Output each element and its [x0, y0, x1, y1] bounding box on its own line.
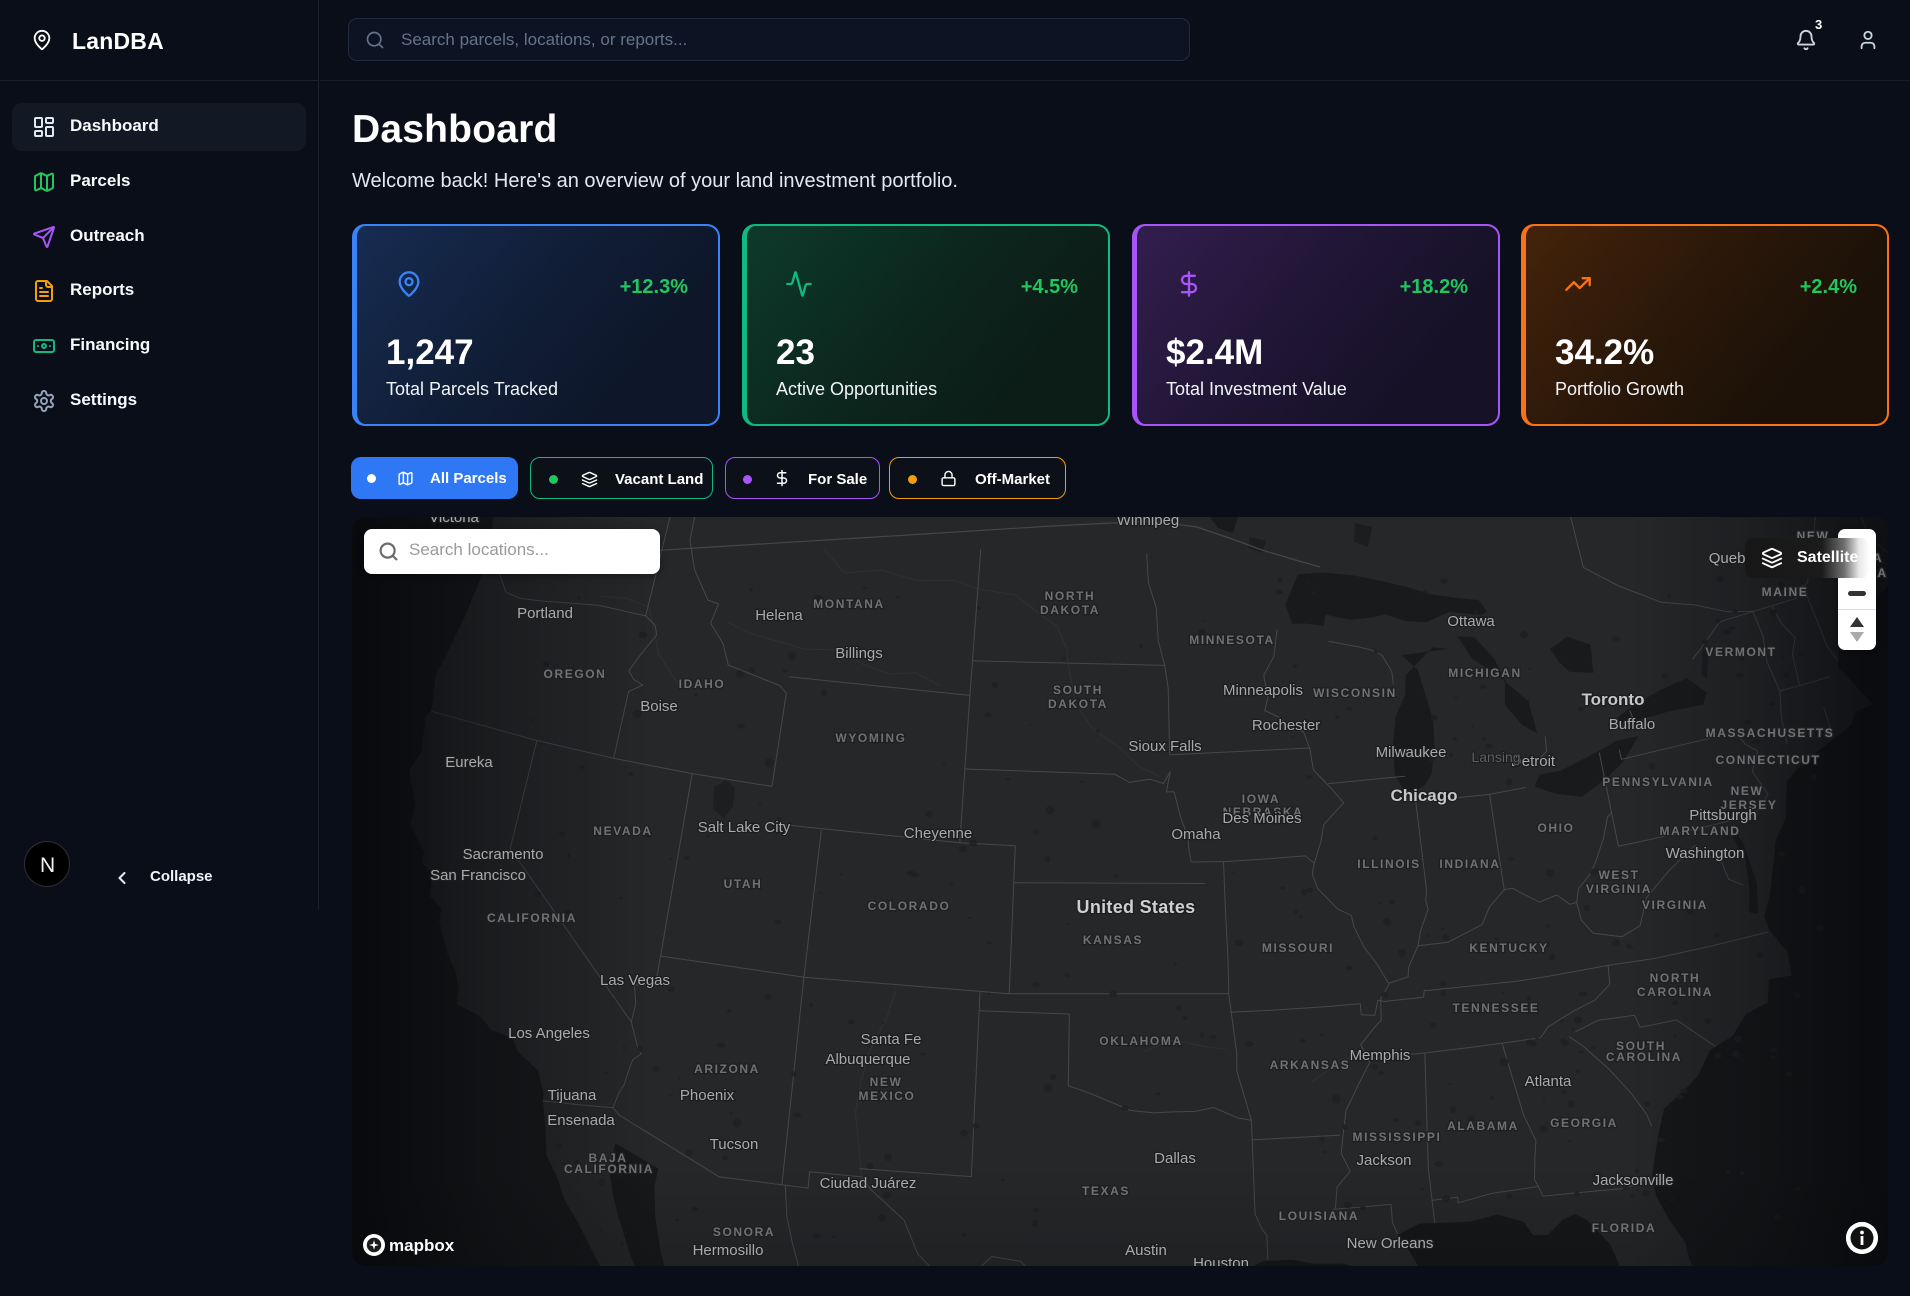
svg-text:GEORGIA: GEORGIA — [1550, 1116, 1618, 1130]
svg-text:MASSACHUSETTS: MASSACHUSETTS — [1706, 726, 1835, 740]
svg-text:MONTANA: MONTANA — [813, 597, 885, 611]
svg-text:Des Moines: Des Moines — [1222, 810, 1301, 827]
svg-text:Boise: Boise — [640, 698, 678, 715]
svg-text:CAROLINA: CAROLINA — [1637, 985, 1713, 999]
svg-text:IDAHO: IDAHO — [679, 677, 726, 691]
svg-text:COLORADO: COLORADO — [868, 899, 951, 913]
svg-text:Winnipeg: Winnipeg — [1117, 517, 1180, 529]
svg-text:INDIANA: INDIANA — [1439, 857, 1500, 871]
svg-text:Victoria: Victoria — [429, 517, 479, 526]
svg-text:MISSOURI: MISSOURI — [1262, 941, 1334, 955]
svg-text:CALIFORNIA: CALIFORNIA — [564, 1162, 654, 1176]
svg-text:VIRGINIA: VIRGINIA — [1642, 898, 1708, 912]
svg-text:Los Angeles: Los Angeles — [508, 1025, 590, 1042]
svg-text:Salt Lake City: Salt Lake City — [698, 819, 791, 836]
svg-text:ARKANSAS: ARKANSAS — [1270, 1058, 1351, 1072]
svg-text:Ottawa: Ottawa — [1447, 613, 1495, 630]
svg-text:Tijuana: Tijuana — [548, 1087, 597, 1104]
svg-text:LOUISIANA: LOUISIANA — [1279, 1209, 1359, 1223]
svg-text:SOUTH: SOUTH — [1616, 1039, 1666, 1053]
svg-text:BAJA: BAJA — [588, 1151, 627, 1165]
svg-text:Austin: Austin — [1125, 1242, 1167, 1259]
svg-text:Memphis: Memphis — [1350, 1047, 1411, 1064]
svg-text:A: A — [1873, 551, 1883, 565]
svg-text:Buffalo: Buffalo — [1609, 716, 1655, 733]
svg-text:CONNECTICUT: CONNECTICUT — [1716, 753, 1821, 767]
svg-text:MAINE: MAINE — [1762, 585, 1809, 599]
svg-text:IOWA: IOWA — [1242, 792, 1280, 806]
svg-text:WEST: WEST — [1598, 868, 1639, 882]
svg-text:NORTH: NORTH — [1650, 971, 1701, 985]
svg-text:NORTH: NORTH — [1045, 589, 1096, 603]
svg-text:MARYLAND: MARYLAND — [1659, 824, 1740, 838]
svg-text:Tucson: Tucson — [710, 1136, 759, 1153]
svg-text:JERSEY: JERSEY — [1721, 798, 1778, 812]
svg-text:Sacramento: Sacramento — [463, 846, 544, 863]
svg-text:CAROLINA: CAROLINA — [1606, 1050, 1682, 1064]
svg-text:Ciudad Juárez: Ciudad Juárez — [820, 1175, 917, 1192]
svg-text:ILLINOIS: ILLINOIS — [1357, 857, 1420, 871]
svg-text:TENNESSEE: TENNESSEE — [1452, 1001, 1539, 1015]
svg-text:Dallas: Dallas — [1154, 1150, 1196, 1167]
svg-text:CALIFORNIA: CALIFORNIA — [487, 911, 577, 925]
svg-text:VERMONT: VERMONT — [1705, 645, 1776, 659]
svg-text:VIRGINIA: VIRGINIA — [1586, 882, 1652, 896]
svg-text:MICHIGAN: MICHIGAN — [1448, 666, 1521, 680]
svg-text:Lansing: Lansing — [1471, 749, 1520, 765]
svg-text:Washington: Washington — [1666, 845, 1745, 862]
svg-text:Phoenix: Phoenix — [680, 1087, 735, 1104]
svg-text:Detroit: Detroit — [1511, 753, 1556, 770]
svg-text:New Orleans: New Orleans — [1347, 1235, 1434, 1252]
svg-text:Las Vegas: Las Vegas — [600, 972, 670, 989]
svg-text:OHIO: OHIO — [1537, 821, 1574, 835]
svg-text:Milwaukee: Milwaukee — [1376, 744, 1447, 761]
svg-text:NEW: NEW — [1731, 784, 1764, 798]
svg-text:Portland: Portland — [517, 605, 573, 622]
svg-text:SOUTH: SOUTH — [1053, 683, 1103, 697]
svg-text:UTAH: UTAH — [724, 877, 763, 891]
svg-text:WISCONSIN: WISCONSIN — [1313, 686, 1397, 700]
svg-text:PENNSYLVANIA: PENNSYLVANIA — [1602, 775, 1713, 789]
svg-text:KENTUCKY: KENTUCKY — [1469, 941, 1548, 955]
svg-text:OKLAHOMA: OKLAHOMA — [1099, 1034, 1182, 1048]
svg-text:ALABAMA: ALABAMA — [1447, 1119, 1519, 1133]
svg-text:mapbox: mapbox — [389, 1236, 455, 1255]
svg-text:Eureka: Eureka — [445, 754, 493, 771]
svg-text:Omaha: Omaha — [1171, 826, 1221, 843]
svg-text:MINNESOTA: MINNESOTA — [1189, 633, 1275, 647]
svg-text:Jackson: Jackson — [1356, 1152, 1411, 1169]
svg-text:ARIZONA: ARIZONA — [694, 1062, 760, 1076]
svg-text:San Francisco: San Francisco — [430, 867, 526, 884]
svg-text:Billings: Billings — [835, 645, 883, 662]
svg-text:Jacksonville: Jacksonville — [1593, 1172, 1674, 1189]
svg-text:NEBRASKA: NEBRASKA — [1223, 805, 1304, 819]
svg-text:Santa Fe: Santa Fe — [861, 1031, 922, 1048]
svg-text:Ensenada: Ensenada — [547, 1112, 615, 1129]
svg-text:OREGON: OREGON — [544, 667, 607, 681]
svg-text:Helena: Helena — [755, 607, 803, 624]
svg-text:United States: United States — [1077, 897, 1196, 917]
svg-text:NEVADA: NEVADA — [593, 824, 652, 838]
svg-text:Sioux Falls: Sioux Falls — [1128, 738, 1201, 755]
svg-text:KANSAS: KANSAS — [1083, 933, 1143, 947]
svg-text:Minneapolis: Minneapolis — [1223, 682, 1303, 699]
svg-text:Houston: Houston — [1193, 1255, 1249, 1266]
svg-text:FLORIDA: FLORIDA — [1592, 1221, 1657, 1235]
svg-text:Rochester: Rochester — [1252, 717, 1320, 734]
svg-text:WYOMING: WYOMING — [835, 731, 906, 745]
svg-text:DAKOTA: DAKOTA — [1048, 697, 1108, 711]
svg-text:DAKOTA: DAKOTA — [1040, 603, 1100, 617]
svg-text:MISSISSIPPI: MISSISSIPPI — [1353, 1130, 1442, 1144]
svg-text:Toronto: Toronto — [1582, 690, 1645, 709]
svg-text:Albuquerque: Albuquerque — [825, 1051, 910, 1068]
svg-text:SONORA: SONORA — [713, 1225, 775, 1239]
svg-text:NEW: NEW — [870, 1075, 903, 1089]
svg-text:Pittsburgh: Pittsburgh — [1689, 807, 1757, 824]
svg-text:TEXAS: TEXAS — [1082, 1184, 1130, 1198]
svg-text:Cheyenne: Cheyenne — [904, 825, 972, 842]
svg-text:Atlanta: Atlanta — [1525, 1073, 1572, 1090]
svg-text:Hermosillo: Hermosillo — [693, 1242, 764, 1259]
svg-text:MEXICO: MEXICO — [859, 1089, 916, 1103]
svg-text:Chicago: Chicago — [1390, 786, 1457, 805]
